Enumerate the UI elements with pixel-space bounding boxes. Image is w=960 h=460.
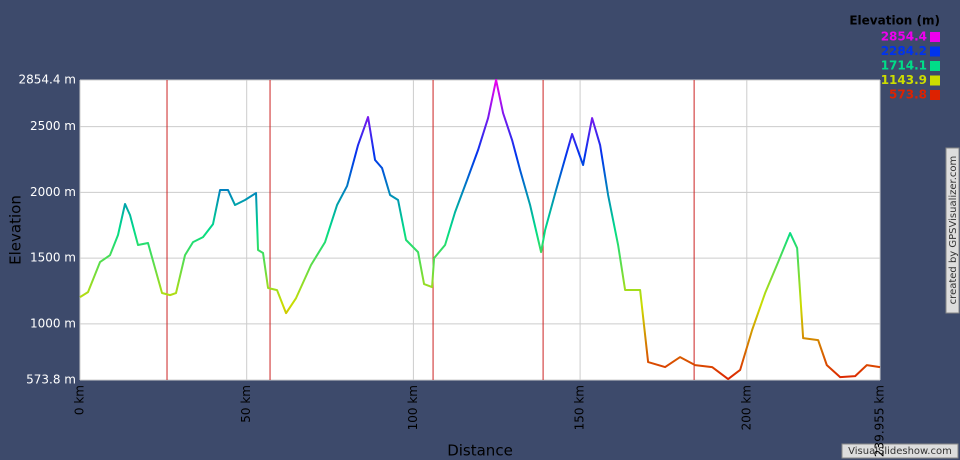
legend-title: Elevation (m)	[849, 14, 940, 28]
credit-badge	[841, 443, 959, 459]
credit: created by GPSVisualizer.com	[948, 156, 959, 305]
x-tick-label: 150 km	[573, 385, 587, 430]
legend-swatch	[930, 46, 940, 57]
y-tick-label: 573.8 m	[26, 373, 76, 387]
x-axis-label: Distance	[447, 442, 513, 460]
y-tick-label: 2000 m	[30, 185, 76, 199]
legend-label: 1714.1	[881, 59, 927, 73]
y-axis-label: Elevation	[7, 195, 25, 265]
x-tick-label: 0 km	[73, 385, 87, 415]
legend-swatch	[930, 90, 940, 100]
legend-swatch	[930, 75, 940, 86]
y-tick-label: 2854.4 m	[19, 73, 77, 87]
x-tick-label: 50 km	[239, 385, 253, 423]
legend-swatch	[930, 61, 940, 71]
credit-badge	[945, 147, 960, 314]
legend-swatch	[930, 32, 940, 42]
y-tick-label: 2500 m	[30, 119, 76, 133]
credit: VisualSlideshow.com	[848, 446, 952, 457]
plot-area	[80, 80, 880, 380]
legend-label: 573.8	[889, 88, 927, 102]
x-tick-label: 239.955 km	[873, 385, 887, 457]
elevation-line	[79, 79, 881, 381]
y-tick-label: 1500 m	[30, 251, 76, 265]
legend-label: 1143.9	[881, 73, 927, 87]
x-tick-label: 100 km	[406, 385, 420, 430]
legend-label: 2284.2	[881, 44, 927, 58]
x-tick-label: 200 km	[739, 385, 753, 430]
y-tick-label: 1000 m	[30, 316, 76, 330]
legend-label: 2854.4	[881, 30, 927, 44]
